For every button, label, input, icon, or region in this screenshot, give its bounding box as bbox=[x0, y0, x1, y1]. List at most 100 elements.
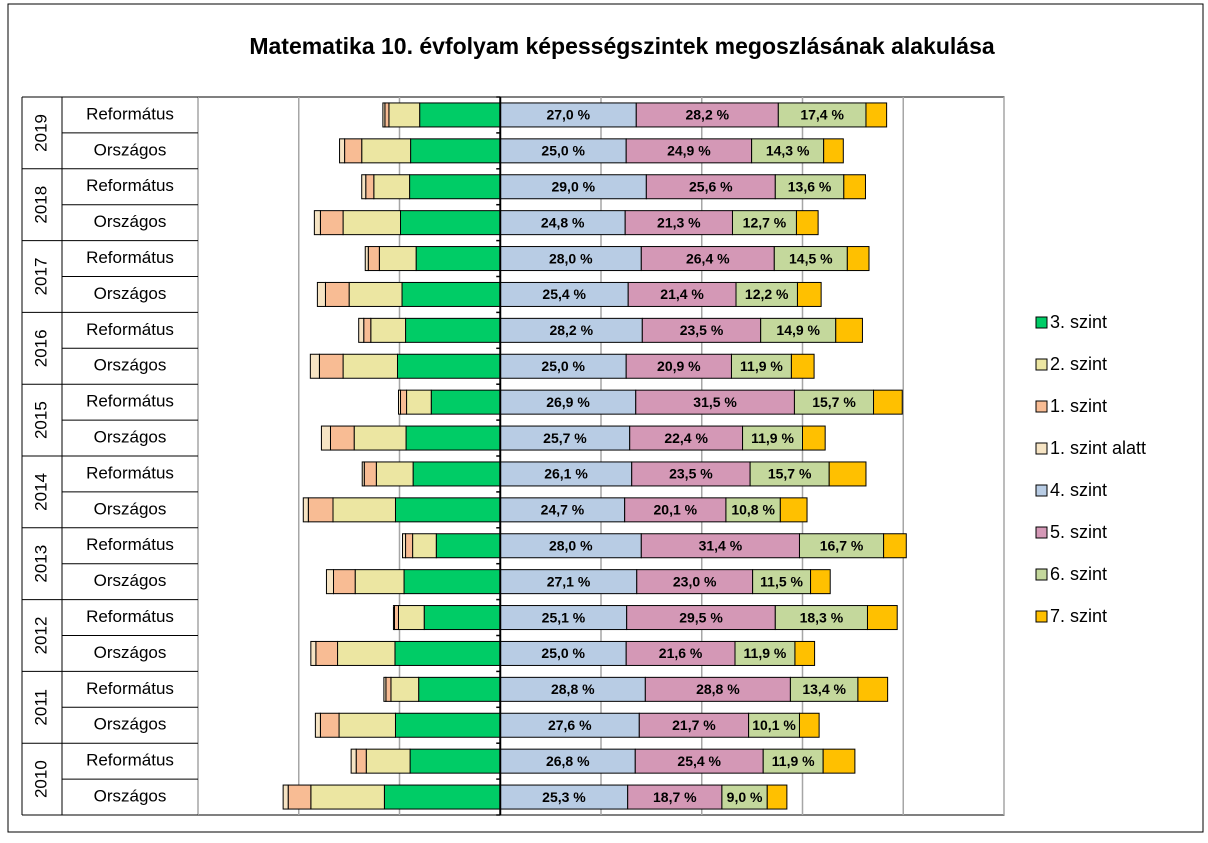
bar-segment bbox=[310, 784, 385, 810]
bar-segment bbox=[397, 605, 425, 631]
data-label: 21,7 % bbox=[672, 717, 716, 733]
bar-segment bbox=[365, 748, 411, 774]
group-label: 2013 bbox=[31, 545, 50, 583]
bar-segment bbox=[721, 784, 768, 810]
bar-segment bbox=[794, 640, 816, 666]
group-label: 2012 bbox=[31, 617, 50, 655]
data-label: 29,0 % bbox=[551, 178, 595, 194]
category-label: Református bbox=[86, 607, 174, 626]
bar-segment bbox=[499, 281, 629, 307]
group-label: 2018 bbox=[31, 186, 50, 224]
data-label: 18,3 % bbox=[800, 609, 844, 625]
bar-segment bbox=[315, 640, 339, 666]
category-label: Református bbox=[86, 320, 174, 339]
data-label: 9,0 % bbox=[727, 789, 763, 805]
bar-segment bbox=[843, 174, 866, 200]
group-label: 2019 bbox=[31, 114, 50, 152]
data-label: 31,4 % bbox=[699, 537, 743, 553]
category-label: Református bbox=[86, 535, 174, 554]
bar-segment bbox=[430, 389, 501, 415]
bar-segment bbox=[358, 317, 365, 343]
data-label: 26,4 % bbox=[686, 250, 730, 266]
data-label: 26,1 % bbox=[544, 466, 588, 482]
bar-segment bbox=[363, 317, 372, 343]
category-label: Országos bbox=[94, 212, 167, 231]
data-label: 23,0 % bbox=[673, 573, 717, 589]
data-label: 24,9 % bbox=[667, 143, 711, 159]
data-label: 11,9 % bbox=[744, 645, 787, 661]
bar-segment bbox=[731, 210, 797, 236]
bar-segment bbox=[310, 640, 317, 666]
data-label: 14,3 % bbox=[766, 143, 810, 159]
bar-segment bbox=[388, 102, 421, 128]
data-label: 25,0 % bbox=[541, 645, 585, 661]
bar-segment bbox=[365, 174, 375, 200]
data-label: 28,0 % bbox=[549, 537, 593, 553]
bar-segment bbox=[645, 174, 776, 200]
bar-segment bbox=[402, 533, 407, 559]
data-label: 27,0 % bbox=[546, 107, 590, 123]
data-label: 24,7 % bbox=[541, 502, 585, 518]
bar-segment bbox=[735, 281, 798, 307]
bar-segment bbox=[320, 425, 331, 451]
bar-segment bbox=[397, 389, 402, 415]
bar-segment bbox=[423, 605, 501, 631]
bar-segment bbox=[406, 389, 432, 415]
bar-segment bbox=[394, 640, 501, 666]
bar-segment bbox=[314, 712, 321, 738]
legend-swatch bbox=[1035, 610, 1048, 623]
group-label: 2017 bbox=[31, 258, 50, 296]
bar-segment bbox=[400, 389, 408, 415]
bar-segment bbox=[342, 353, 398, 379]
legend-label: 4. szint bbox=[1050, 480, 1107, 500]
data-label: 15,7 % bbox=[812, 394, 856, 410]
bar-segment bbox=[752, 569, 812, 595]
bar-segment bbox=[635, 389, 795, 415]
data-label: 25,7 % bbox=[543, 430, 587, 446]
data-label: 15,7 % bbox=[768, 466, 812, 482]
bar-segment bbox=[396, 353, 501, 379]
bar-segment bbox=[796, 281, 822, 307]
bar-segment bbox=[361, 461, 365, 487]
bar-segment bbox=[329, 425, 355, 451]
data-label: 27,1 % bbox=[547, 573, 591, 589]
data-label: 11,9 % bbox=[740, 358, 783, 374]
legend-label: 6. szint bbox=[1050, 564, 1107, 584]
category-label: Országos bbox=[94, 715, 167, 734]
data-label: 11,9 % bbox=[772, 753, 815, 769]
data-label: 28,8 % bbox=[696, 681, 740, 697]
category-label: Református bbox=[86, 392, 174, 411]
data-label: 23,5 % bbox=[669, 466, 713, 482]
bar-segment bbox=[367, 246, 380, 272]
data-label: 10,1 % bbox=[752, 717, 796, 733]
category-label: Országos bbox=[94, 140, 167, 159]
bar-segment bbox=[378, 246, 417, 272]
bar-segment bbox=[810, 569, 831, 595]
bar-segment bbox=[499, 317, 643, 343]
data-label: 26,9 % bbox=[546, 394, 590, 410]
bar-segment bbox=[742, 425, 804, 451]
bar-segment bbox=[405, 317, 501, 343]
bar-segment bbox=[626, 605, 776, 631]
bar-segment bbox=[394, 497, 501, 523]
data-label: 25,4 % bbox=[542, 286, 586, 302]
data-label: 14,9 % bbox=[776, 322, 820, 338]
legend-label: 7. szint bbox=[1050, 606, 1107, 626]
data-label: 16,7 % bbox=[820, 537, 864, 553]
bar-segment bbox=[798, 533, 885, 559]
bar-segment bbox=[338, 712, 396, 738]
bar-segment bbox=[873, 389, 903, 415]
category-label: Országos bbox=[94, 571, 167, 590]
bar-segment bbox=[410, 138, 501, 164]
bar-segment bbox=[624, 497, 727, 523]
bar-segment bbox=[625, 138, 753, 164]
data-label: 28,8 % bbox=[551, 681, 595, 697]
category-label: Református bbox=[86, 248, 174, 267]
data-label: 25,3 % bbox=[542, 789, 586, 805]
bar-segment bbox=[339, 138, 346, 164]
category-label: Református bbox=[86, 679, 174, 698]
bar-segment bbox=[384, 102, 390, 128]
bar-segment bbox=[333, 569, 356, 595]
bar-segment bbox=[392, 605, 395, 631]
bar-segment bbox=[401, 281, 501, 307]
